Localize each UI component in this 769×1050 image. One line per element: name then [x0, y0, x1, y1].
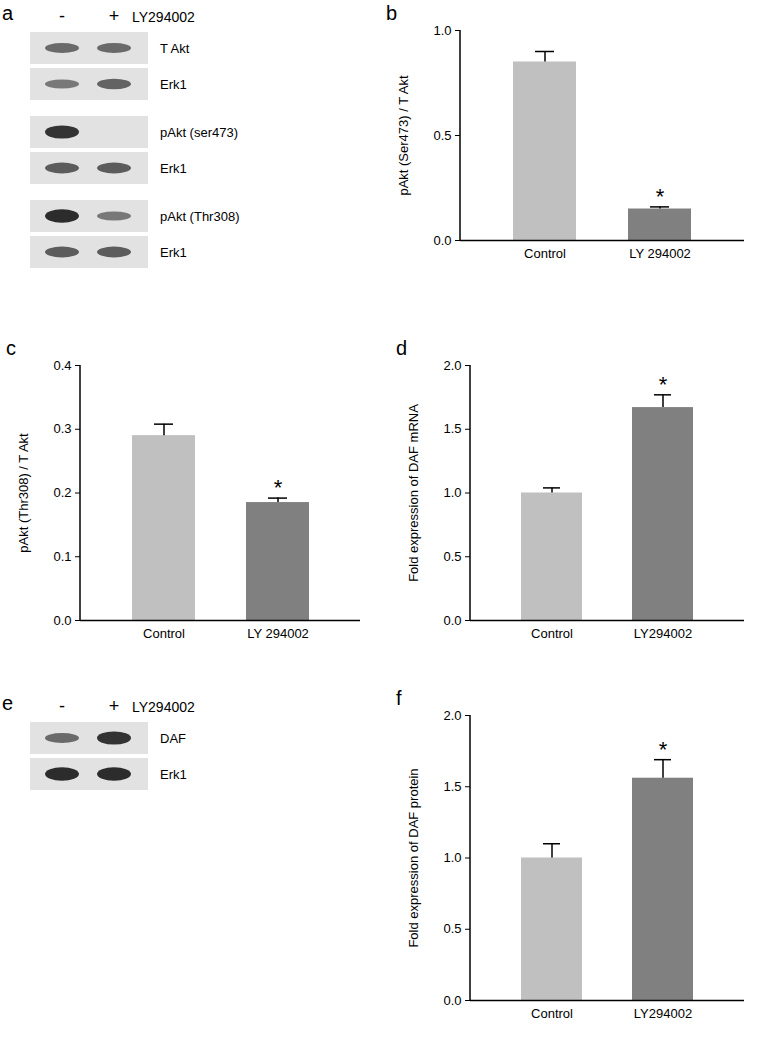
svg-text:Erk1: Erk1 [160, 161, 187, 176]
svg-text:0.0: 0.0 [53, 613, 71, 628]
svg-text:0.3: 0.3 [53, 421, 71, 436]
svg-text:DAF: DAF [160, 731, 186, 746]
html-text:b: b [386, 2, 398, 24]
svg-text:1.5: 1.5 [443, 421, 461, 436]
svg-text:Fold expression of DAF protein: Fold expression of DAF protein [406, 768, 421, 947]
svg-text:1.0: 1.0 [443, 485, 461, 500]
html-text:a: a [2, 2, 14, 24]
svg-text:+: + [109, 696, 120, 716]
svg-text:0.5: 0.5 [443, 549, 461, 564]
svg-text:LY294002: LY294002 [132, 9, 195, 25]
svg-text:0.5: 0.5 [443, 921, 461, 936]
svg-text:Control: Control [531, 626, 573, 641]
svg-text:0.4: 0.4 [53, 358, 71, 373]
svg-text:T Akt: T Akt [160, 41, 190, 56]
svg-text:0.2: 0.2 [53, 485, 71, 500]
svg-text:pAkt (Ser473) / T Akt: pAkt (Ser473) / T Akt [396, 75, 411, 196]
html-text:d: d [396, 337, 408, 359]
svg-text:pAkt (Thr308): pAkt (Thr308) [160, 209, 239, 224]
svg-text:0.0: 0.0 [433, 233, 451, 248]
svg-text:Erk1: Erk1 [160, 77, 187, 92]
svg-text:pAkt (Thr308) / T Akt: pAkt (Thr308) / T Akt [16, 433, 31, 553]
svg-text:1.0: 1.0 [433, 23, 451, 38]
svg-text:1.0: 1.0 [443, 850, 461, 865]
svg-text:1.5: 1.5 [443, 779, 461, 794]
svg-text:pAkt (ser473): pAkt (ser473) [160, 125, 238, 140]
svg-text:-: - [59, 6, 65, 26]
svg-text:*: * [656, 184, 665, 209]
svg-text:Control: Control [524, 246, 566, 261]
svg-text:LY294002: LY294002 [634, 626, 692, 641]
svg-text:0.1: 0.1 [53, 549, 71, 564]
html-text:e: e [2, 692, 14, 714]
svg-text:LY 294002: LY 294002 [629, 246, 691, 261]
html-text:f: f [396, 687, 402, 709]
svg-text:Control: Control [143, 626, 185, 641]
svg-text:*: * [659, 737, 668, 762]
html-text:c: c [6, 337, 16, 359]
svg-text:0.5: 0.5 [433, 128, 451, 143]
svg-text:+: + [109, 6, 120, 26]
svg-text:2.0: 2.0 [443, 358, 461, 373]
svg-text:LY294002: LY294002 [634, 1006, 692, 1021]
svg-text:Erk1: Erk1 [160, 767, 187, 782]
svg-text:LY 294002: LY 294002 [247, 626, 309, 641]
svg-text:LY294002: LY294002 [132, 699, 195, 715]
svg-text:*: * [659, 372, 668, 397]
svg-text:Erk1: Erk1 [160, 245, 187, 260]
svg-text:-: - [59, 696, 65, 716]
svg-text:0.0: 0.0 [443, 993, 461, 1008]
svg-text:Fold expression of DAF mRNA: Fold expression of DAF mRNA [406, 404, 421, 582]
svg-text:2.0: 2.0 [443, 708, 461, 723]
svg-text:0.0: 0.0 [443, 613, 461, 628]
svg-text:*: * [274, 475, 283, 500]
svg-text:Control: Control [531, 1006, 573, 1021]
